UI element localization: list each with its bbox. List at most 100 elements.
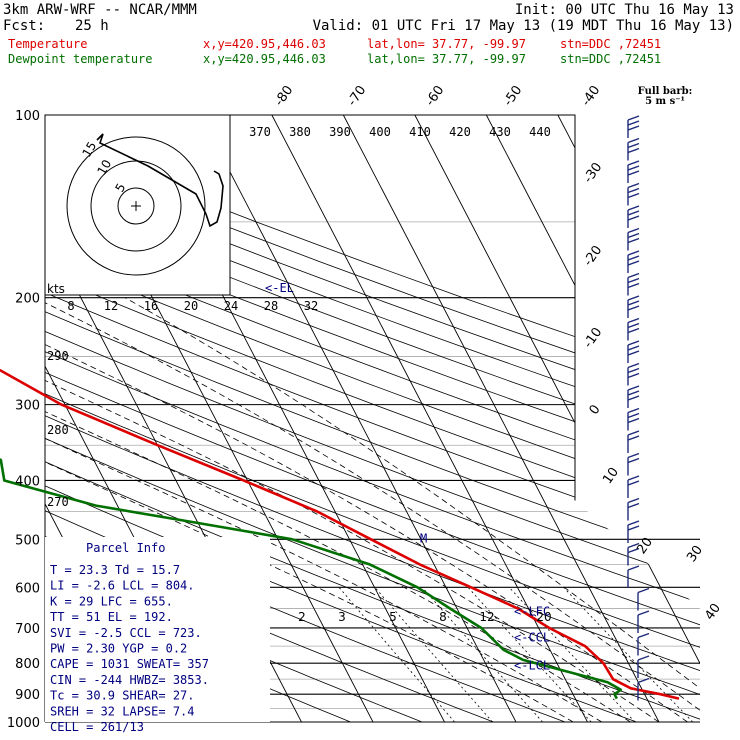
temperature-trace [0, 368, 680, 700]
dry-adiabat [45, 115, 700, 722]
level-markers: <-EL <-LFC <-CCL <-LCL M [265, 281, 550, 673]
wind-barb-flag [637, 677, 650, 684]
parcel-row: SREH = 32 LAPSE= 7.4 [50, 704, 195, 718]
isotherm-label: 10 [600, 465, 622, 487]
pressure-tick-label: 500 [15, 533, 40, 548]
thetae-label: 8 [67, 299, 74, 313]
thetae-label: 20 [184, 299, 198, 313]
pressure-tick-label: 300 [15, 399, 40, 414]
parcel-box-bg [45, 537, 270, 722]
dry-adiabat [45, 115, 700, 722]
wind-barb-flag [627, 187, 640, 194]
pressure-tick-label: 100 [15, 109, 40, 124]
wind-barb-flag [627, 137, 640, 144]
moist-adiabat [45, 297, 603, 722]
wind-barb-flag [627, 305, 640, 311]
wind-barb-flag [627, 115, 640, 121]
isotherm-label: -30 [581, 160, 605, 186]
mixing-ratio-label: 8 [439, 610, 447, 624]
legend-dewpoint-latlon: lat,lon= 37.77, -99.97 [367, 52, 526, 66]
dry-adiabat [45, 115, 700, 722]
wind-barb-flag [627, 255, 640, 261]
wind-barb [627, 182, 640, 206]
wind-barb-flag [627, 277, 640, 284]
wind-barb-flag [627, 237, 640, 244]
isotherm [199, 115, 524, 722]
wind-barb [627, 542, 640, 566]
dewpoint-trace [0, 458, 623, 700]
pressure-tick-label: 700 [15, 622, 40, 637]
wind-barb [627, 115, 640, 138]
mixing-ratio-label: 5 [389, 610, 397, 624]
pressure-tick-label: 600 [15, 581, 40, 596]
wind-barb-flag [637, 610, 650, 616]
legend-temperature-xy: x,y=420.95,446.03 [203, 37, 326, 51]
wind-barb-flag [637, 632, 650, 639]
sounding-traces [0, 368, 680, 700]
wind-barb-flag [627, 452, 640, 459]
wind-barb [627, 227, 640, 251]
wind-barb [627, 565, 640, 588]
mixing-ratio-line [467, 587, 592, 722]
parcel-row: CAPE = 1031 SWEAT= 357 [50, 657, 209, 671]
wind-barb-flag [627, 147, 640, 154]
wind-barb-flag [627, 565, 640, 571]
wind-barbs [627, 115, 650, 701]
wind-barb-flag [627, 227, 640, 234]
wind-barb-flag [627, 372, 640, 379]
pressure-tick-label: 800 [15, 657, 40, 672]
theta-label-left: 270 [47, 495, 69, 509]
hodograph-ring [117, 187, 155, 225]
dry-adiabat [45, 115, 383, 722]
wind-barb [627, 160, 640, 183]
wind-barb-flag [627, 502, 640, 509]
wind-barb-flag [627, 435, 640, 441]
wind-barb-flag [627, 542, 640, 549]
parcel-row: SVI = -2.5 CCL = 723. [50, 626, 202, 640]
wind-barb-flag [627, 457, 640, 464]
theta-label-top: 420 [449, 125, 471, 139]
parcel-row: TT = 51 EL = 192. [50, 610, 173, 624]
hodograph-units: kts [47, 282, 65, 296]
mixing-ratio-line [338, 587, 455, 722]
mixing-ratio-label: 3 [338, 610, 346, 624]
wind-barb-flag [627, 317, 640, 324]
theta-label-top: 390 [329, 125, 351, 139]
wind-barb-flag [627, 340, 640, 346]
pressure-axis: 100 200 300 400 500 600 700 800 900 1000 [7, 109, 40, 731]
wind-barb-flag [627, 282, 640, 289]
hodograph-ring-label: 15 [79, 139, 99, 159]
wind-barb-flag [627, 300, 640, 306]
isotherm-label: -40 [579, 83, 603, 109]
parcel-row: PW = 2.30 YGP = 0.2 [50, 642, 187, 656]
theta-label-top: 400 [369, 125, 391, 139]
level-marker: M [420, 532, 427, 546]
thetae-label: 16 [144, 299, 158, 313]
theta-label-left: 290 [47, 349, 69, 363]
theta-label-top: 370 [249, 125, 271, 139]
pressure-tick-label: 1000 [7, 716, 40, 731]
dry-adiabat [45, 115, 700, 722]
dry-adiabat [45, 115, 700, 722]
legend-temperature-latlon: lat,lon= 37.77, -99.97 [367, 37, 526, 51]
dry-adiabat [45, 115, 700, 722]
level-marker: <-LCL [514, 658, 550, 672]
isotherm-label: 20 [634, 535, 656, 557]
wind-barb [627, 385, 640, 408]
wind-barb-flag [627, 182, 640, 189]
level-marker: <-EL [265, 281, 294, 295]
legend-dewpoint-name: Dewpoint temperature [8, 52, 153, 66]
parcel-info-box: Parcel Info T = 23.3 Td = 15.7 LI = -2.6 L… [45, 537, 270, 734]
wind-barb [627, 317, 640, 341]
isotherm [0, 115, 22, 735]
pressure-tick-label: 900 [15, 688, 40, 703]
wind-barb [637, 632, 650, 656]
isotherm-label: -50 [501, 83, 525, 109]
parcel-row: CIN = -244 HWBZ= 3853. [50, 673, 209, 687]
wind-barb-flag [627, 480, 640, 486]
wind-barb-flag [627, 210, 640, 216]
barb-note-line2: 5 m s⁻¹ [645, 96, 685, 107]
wind-barb-flag [627, 350, 640, 356]
